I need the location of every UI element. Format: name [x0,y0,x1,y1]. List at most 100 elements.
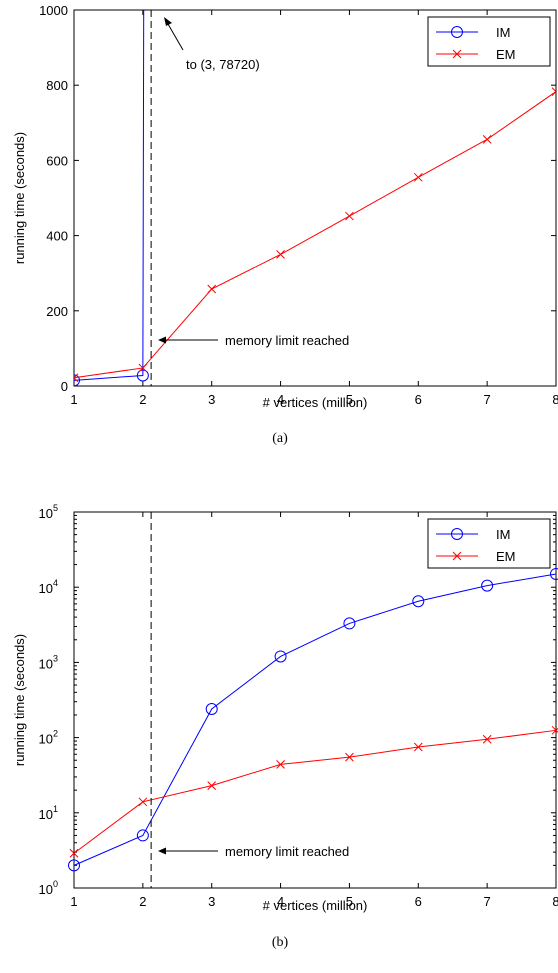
annotation-to-3-78720: to (3, 78720) [164,17,260,72]
caption-b: (b) [272,935,289,950]
data-point-im [74,374,80,386]
arrowhead [158,847,166,855]
data-point-em [345,752,354,762]
data-point-im [550,567,558,580]
x-tick-label: 8 [552,894,558,909]
legend-label-im-b: IM [496,527,510,542]
y-tick-label: 104 [39,578,58,596]
data-point-em [276,760,285,769]
plot-area-a [73,9,557,387]
y-tick-label: 400 [46,229,68,244]
data-point-em [276,250,285,259]
data-point-im [343,617,356,630]
data-point-em [482,734,492,744]
y-tick-exp: 2 [53,729,58,739]
y-tick-exp: 0 [53,879,58,889]
y-tick-exp: 4 [53,578,58,588]
annotation-text-memory-a: memory limit reached [225,333,349,348]
data-point-em [74,373,79,383]
y-tick-base: 10 [39,807,53,822]
x-axis-label-b: # vertices (million) [263,898,368,913]
y-tick-label: 600 [46,153,68,168]
legend-marker-em-b [452,551,462,561]
y-tick-label: 103 [39,653,58,671]
legend-marker-em-a [452,49,462,59]
series-group-b [68,567,558,872]
data-point-im [136,829,149,842]
legend-box-a [427,16,551,67]
annotation-text-memory-b: memory limit reached [225,844,349,859]
legend-marker-im-b [451,528,463,540]
annotation-text-to: to (3, 78720) [186,57,260,72]
y-tick-base: 10 [39,732,53,747]
y-axis-label-a: running time (seconds) [12,132,27,264]
data-point-im [136,369,149,382]
legend-marker-im-a [451,26,463,38]
y-tick-label: 0 [61,379,68,394]
x-tick-label: 4 [277,392,284,407]
legend-label-im-a: IM [496,25,510,40]
y-tick-base: 10 [39,506,53,521]
y-tick-base: 10 [39,581,53,596]
data-point-im [412,595,425,608]
y-tick-label: 105 [39,503,58,521]
y-tick-label: 101 [39,804,58,822]
x-tick-label: 4 [277,894,284,909]
data-point-im [481,579,494,592]
y-tick-label: 200 [46,304,68,319]
y-tick-exp: 5 [53,503,58,513]
data-point-em [138,363,148,373]
data-point-im [68,859,80,872]
x-tick-label: 6 [415,894,422,909]
series-line-em [74,91,556,379]
x-tick-label: 6 [415,392,422,407]
x-tick-label: 2 [139,392,146,407]
data-point-im [205,703,218,716]
x-tick-label: 3 [208,392,215,407]
series-line-im [73,573,557,866]
annotation-memory-limit-b: memory limit reached [158,844,349,859]
y-tick-label: 1000 [39,3,68,18]
legend-a: IM EM [427,16,551,67]
x-tick-label: 2 [139,894,146,909]
data-point-em [413,172,423,182]
data-point-em [482,134,492,144]
arrowhead [158,336,166,344]
series-line-im [74,10,145,381]
x-tick-label: 7 [484,894,491,909]
x-tick-label: 7 [484,392,491,407]
y-tick-label: 102 [39,729,58,747]
y-tick-base: 10 [39,656,53,671]
series-group-a [74,10,556,386]
data-point-im [274,650,287,663]
y-axis-label-b: running time (seconds) [12,634,27,766]
axis-ticks-a: 1 2 3 4 5 6 7 8 0 200 400 600 800 1000 [39,3,558,407]
x-tick-label: 5 [346,894,353,909]
x-tick-label: 1 [70,894,77,909]
data-point-em [551,87,556,96]
data-point-em [207,284,217,294]
data-point-em [207,781,217,790]
arrowhead [164,17,172,26]
legend-box-b [427,518,551,569]
x-tick-label: 5 [346,392,353,407]
x-tick-label: 8 [552,392,558,407]
data-point-em [69,848,79,858]
plot-area-b [73,511,557,889]
x-tick-label: 1 [70,392,77,407]
data-point-em [138,797,148,807]
y-tick-exp: 3 [53,653,58,663]
x-axis-label-a: # vertices (million) [263,395,368,410]
series-line-em [73,729,557,854]
x-tick-label: 3 [208,894,215,909]
caption-a: (a) [272,431,288,446]
legend-label-em-b: EM [496,549,516,564]
y-tick-label: 800 [46,78,68,93]
legend-b: IM EM [427,518,551,569]
data-point-em [413,742,423,752]
data-point-em [551,725,558,735]
